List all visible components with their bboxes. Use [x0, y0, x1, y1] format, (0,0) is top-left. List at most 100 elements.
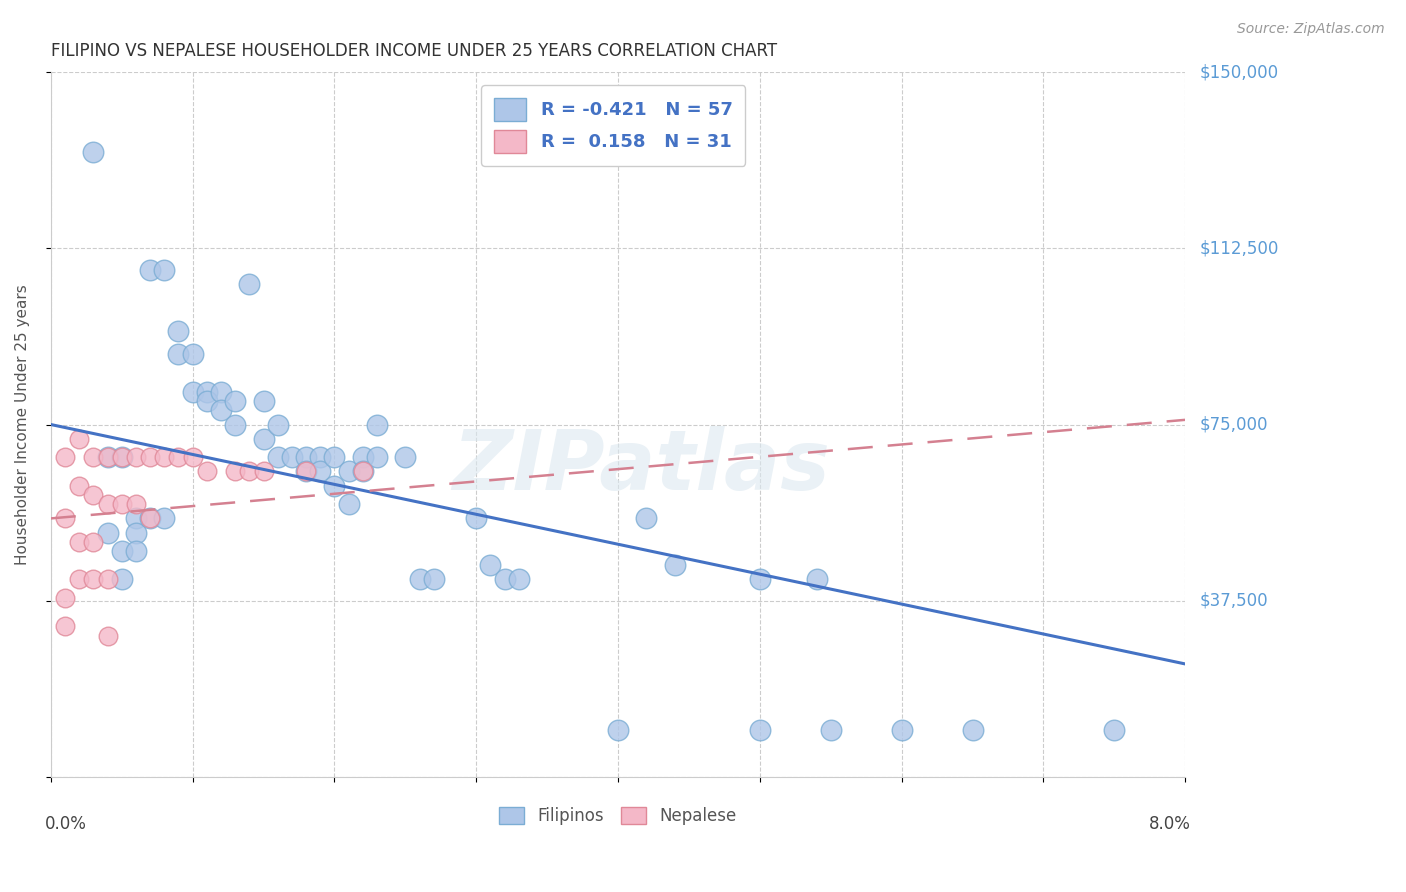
- Point: [82, 450, 104, 465]
- Point: [607, 723, 630, 737]
- Point: [53, 591, 76, 606]
- Point: [153, 511, 176, 525]
- Point: [82, 145, 104, 160]
- Point: [238, 277, 260, 291]
- Text: $150,000: $150,000: [1199, 63, 1278, 81]
- Point: [366, 450, 388, 465]
- Point: [890, 723, 912, 737]
- Point: [224, 394, 246, 409]
- Point: [67, 478, 90, 492]
- Point: [111, 450, 134, 465]
- Point: [195, 394, 218, 409]
- Point: [153, 262, 176, 277]
- Point: [125, 450, 148, 465]
- Text: $37,500: $37,500: [1199, 591, 1268, 609]
- Point: [323, 478, 346, 492]
- Text: 0.0%: 0.0%: [45, 815, 87, 833]
- Point: [352, 465, 374, 479]
- Point: [479, 558, 502, 573]
- Point: [323, 450, 346, 465]
- Text: $112,500: $112,500: [1199, 239, 1278, 258]
- Point: [636, 511, 658, 525]
- Point: [53, 511, 76, 525]
- Point: [267, 450, 290, 465]
- Point: [394, 450, 416, 465]
- Point: [111, 573, 134, 587]
- Point: [53, 619, 76, 633]
- Point: [139, 262, 162, 277]
- Point: [96, 629, 118, 643]
- Point: [494, 573, 516, 587]
- Point: [67, 535, 90, 549]
- Point: [82, 488, 104, 502]
- Point: [96, 525, 118, 540]
- Point: [111, 544, 134, 558]
- Point: [508, 573, 530, 587]
- Point: [181, 450, 204, 465]
- Point: [748, 723, 770, 737]
- Point: [96, 573, 118, 587]
- Point: [295, 465, 318, 479]
- Point: [125, 511, 148, 525]
- Point: [224, 417, 246, 432]
- Point: [167, 450, 190, 465]
- Point: [962, 723, 984, 737]
- Point: [309, 450, 332, 465]
- Point: [820, 723, 842, 737]
- Point: [139, 511, 162, 525]
- Point: [209, 403, 232, 417]
- Point: [125, 497, 148, 511]
- Point: [252, 394, 274, 409]
- Point: [337, 497, 360, 511]
- Point: [408, 573, 430, 587]
- Point: [125, 544, 148, 558]
- Point: [82, 535, 104, 549]
- Point: [195, 465, 218, 479]
- Point: [125, 525, 148, 540]
- Point: [96, 450, 118, 465]
- Legend: Filipinos, Nepalese: Filipinos, Nepalese: [492, 800, 744, 831]
- Point: [252, 465, 274, 479]
- Point: [748, 573, 770, 587]
- Point: [167, 324, 190, 338]
- Point: [96, 497, 118, 511]
- Point: [153, 450, 176, 465]
- Point: [281, 450, 304, 465]
- Point: [352, 465, 374, 479]
- Point: [337, 465, 360, 479]
- Point: [806, 573, 828, 587]
- Point: [352, 450, 374, 465]
- Y-axis label: Householder Income Under 25 years: Householder Income Under 25 years: [15, 285, 30, 565]
- Point: [366, 417, 388, 432]
- Point: [67, 432, 90, 446]
- Point: [295, 450, 318, 465]
- Point: [181, 384, 204, 399]
- Text: $75,000: $75,000: [1199, 416, 1268, 434]
- Point: [252, 432, 274, 446]
- Point: [295, 465, 318, 479]
- Point: [1104, 723, 1126, 737]
- Point: [422, 573, 444, 587]
- Text: 8.0%: 8.0%: [1149, 815, 1191, 833]
- Point: [167, 347, 190, 361]
- Point: [209, 384, 232, 399]
- Text: FILIPINO VS NEPALESE HOUSEHOLDER INCOME UNDER 25 YEARS CORRELATION CHART: FILIPINO VS NEPALESE HOUSEHOLDER INCOME …: [51, 42, 778, 60]
- Point: [111, 450, 134, 465]
- Point: [96, 450, 118, 465]
- Point: [111, 497, 134, 511]
- Text: Source: ZipAtlas.com: Source: ZipAtlas.com: [1237, 22, 1385, 37]
- Point: [139, 511, 162, 525]
- Point: [664, 558, 686, 573]
- Point: [139, 450, 162, 465]
- Point: [309, 465, 332, 479]
- Point: [267, 417, 290, 432]
- Point: [53, 450, 76, 465]
- Point: [238, 465, 260, 479]
- Point: [465, 511, 488, 525]
- Text: ZIPatlas: ZIPatlas: [451, 426, 830, 508]
- Point: [67, 573, 90, 587]
- Point: [195, 384, 218, 399]
- Point: [82, 573, 104, 587]
- Point: [224, 465, 246, 479]
- Point: [181, 347, 204, 361]
